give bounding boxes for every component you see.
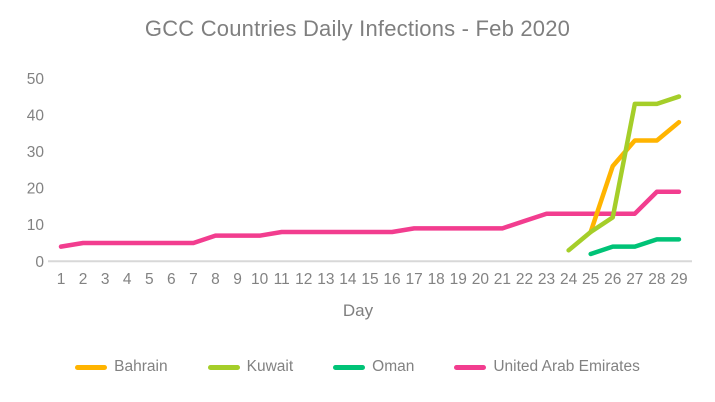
legend-swatch-kuwait: [207, 364, 240, 370]
x-tick-label: 27: [626, 271, 643, 288]
y-tick-label: 10: [27, 217, 45, 234]
x-tick-label: 26: [604, 271, 621, 288]
x-tick-label: 23: [538, 271, 555, 288]
x-tick-label: 7: [189, 271, 198, 288]
x-tick-label: 15: [361, 271, 378, 288]
x-tick-label: 3: [101, 271, 110, 288]
legend-swatch-united-arab-emirates: [454, 364, 487, 370]
x-tick-label: 20: [472, 271, 490, 288]
x-tick-label: 28: [648, 271, 665, 288]
x-tick-label: 18: [428, 271, 445, 288]
y-tick-label: 20: [27, 181, 45, 198]
series-line-oman: [588, 237, 682, 257]
y-tick-label: 30: [27, 144, 45, 161]
x-tick-label: 4: [123, 271, 132, 288]
series-line-bahrain: [588, 119, 682, 235]
x-tick-label: 22: [516, 271, 533, 288]
legend: Bahrain Kuwait Oman United Arab Emirates: [0, 358, 715, 376]
legend-label-oman: Oman: [372, 358, 415, 375]
x-tick-label: 8: [211, 271, 220, 288]
legend-item-kuwait: Kuwait: [207, 358, 294, 376]
x-axis-label: Day: [342, 301, 374, 320]
legend-item-oman: Oman: [333, 358, 414, 376]
x-tick-label: 13: [317, 271, 334, 288]
x-tick-label: 2: [79, 271, 88, 288]
x-tick-label: 21: [494, 271, 511, 288]
legend-label-kuwait: Kuwait: [246, 358, 294, 375]
y-tick-label: 0: [35, 254, 44, 271]
x-tick-label: 9: [233, 271, 242, 288]
x-tick-label: 17: [405, 271, 422, 288]
legend-swatch-oman: [333, 364, 366, 370]
series-line-united-arab-emirates: [58, 189, 682, 249]
x-tick-label: 25: [582, 271, 599, 288]
x-tick-label: 5: [145, 271, 154, 288]
legend-swatch-bahrain: [75, 364, 108, 370]
legend-item-united-arab-emirates: United Arab Emirates: [454, 358, 640, 376]
x-tick-label: 1: [57, 271, 66, 288]
y-tick-label: 50: [27, 71, 45, 88]
y-tick-label: 40: [27, 107, 45, 124]
x-tick-label: 10: [251, 271, 269, 288]
legend-label-united-arab-emirates: United Arab Emirates: [493, 358, 640, 375]
x-tick-label: 11: [274, 271, 290, 288]
x-tick-label: 16: [383, 271, 400, 288]
x-tick-label: 19: [450, 271, 467, 288]
legend-label-bahrain: Bahrain: [114, 358, 168, 375]
chart-title: GCC Countries Daily Infections - Feb 202…: [144, 16, 571, 41]
x-tick-label: 6: [167, 271, 176, 288]
x-tick-label: 14: [339, 271, 357, 288]
x-tick-label: 24: [560, 271, 578, 288]
series-line-kuwait: [566, 94, 682, 253]
x-tick-label: 12: [295, 271, 312, 288]
x-tick-label: 29: [670, 271, 687, 288]
legend-item-bahrain: Bahrain: [75, 358, 168, 376]
